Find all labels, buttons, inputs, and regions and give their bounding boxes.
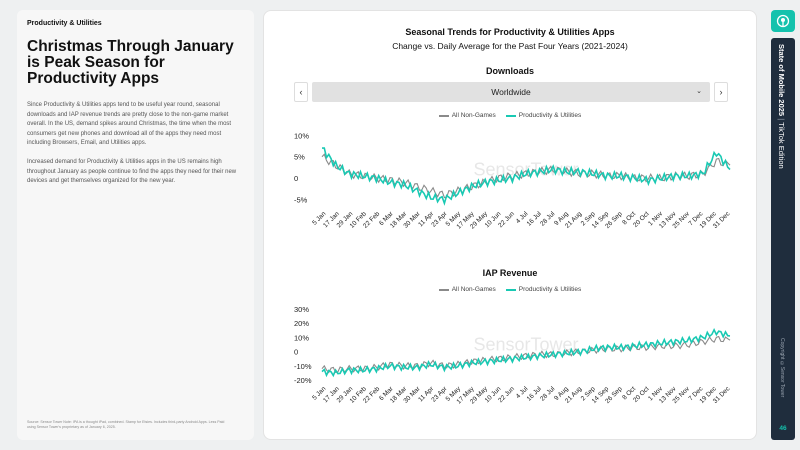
y-tick-label: 0 <box>294 174 298 183</box>
sensor-tower-watermark: SensorTower <box>473 160 578 180</box>
series-line-productivity <box>322 147 731 206</box>
headline: Christmas Through January is Peak Season… <box>27 38 234 87</box>
x-tick-label: 20 Oct <box>632 385 651 404</box>
x-tick-label: 28 Jul <box>539 385 557 403</box>
y-tick-label: -5% <box>294 195 308 204</box>
iap-title: IAP Revenue <box>482 268 538 278</box>
rail-edition: TikTok Edition <box>777 122 786 169</box>
region-dropdown-value: Worldwide <box>491 87 531 97</box>
rail-title-text: State of Mobile 2025 <box>777 44 786 117</box>
page-number: 46 <box>779 425 787 432</box>
legend-swatch-teal <box>505 114 516 117</box>
legend-swatch-gray <box>438 288 449 291</box>
legend-label: Productivity & Utilities <box>518 286 582 293</box>
downloads-legend: All Non-Games Productivity & Utilities <box>264 112 756 119</box>
legend-label: Productivity & Utilities <box>518 112 582 119</box>
chevron-left-icon: ‹ <box>299 87 303 97</box>
y-tick-label: 30% <box>294 305 309 314</box>
legend-item-productivity: Productivity & Utilities <box>505 286 582 293</box>
sensor-tower-logo-icon <box>771 10 795 32</box>
chart-card: Seasonal Trends for Productivity & Utili… <box>263 10 757 440</box>
legend-label: All Non-Games <box>451 112 496 119</box>
legend-item-all-non-games: All Non-Games <box>438 112 496 119</box>
iap-legend: All Non-Games Productivity & Utilities <box>264 286 756 293</box>
y-tick-label: -20% <box>294 376 312 385</box>
legend-item-productivity: Productivity & Utilities <box>505 112 582 119</box>
y-tick-label: 20% <box>294 319 309 328</box>
sensor-tower-watermark: SensorTower <box>473 335 578 355</box>
chart-title: Seasonal Trends for Productivity & Utili… <box>405 27 615 37</box>
source-note: Source: Sensor Tower Note: IPA is a thou… <box>27 420 225 429</box>
next-region-button[interactable]: › <box>714 82 728 102</box>
rail-strip: State of Mobile 2025 | TikTok Edition Co… <box>771 38 795 440</box>
category-tag: Productivity & Utilities <box>27 20 102 27</box>
chevron-down-icon: ⌄ <box>696 88 702 95</box>
legend-item-all-non-games: All Non-Games <box>438 286 496 293</box>
legend-label: All Non-Games <box>451 286 496 293</box>
paragraph-1: Since Productivity & Utilities apps tend… <box>27 102 232 147</box>
paragraph-2: Increased demand for Productivity & Util… <box>27 158 237 185</box>
body-text: Since Productivity & Utilities apps tend… <box>27 101 244 187</box>
left-panel: Productivity & Utilities Christmas Throu… <box>17 10 254 440</box>
region-dropdown[interactable]: Worldwide ⌄ <box>312 82 710 102</box>
y-tick-label: -10% <box>294 362 312 371</box>
chevron-right-icon: › <box>719 87 723 97</box>
y-tick-label: 0 <box>294 348 298 357</box>
series-line-productivity <box>321 327 731 378</box>
legend-swatch-gray <box>438 114 449 117</box>
right-rail: State of Mobile 2025 | TikTok Edition Co… <box>766 0 800 450</box>
prev-region-button[interactable]: ‹ <box>294 82 308 102</box>
x-tick-label: 28 Jul <box>539 210 557 228</box>
y-tick-label: 5% <box>294 153 305 162</box>
y-tick-label: 10% <box>294 333 309 342</box>
y-tick-label: 10% <box>294 131 309 140</box>
region-selector: ‹ Worldwide ⌄ › <box>294 82 728 102</box>
chart-subtitle: Change vs. Daily Average for the Past Fo… <box>392 41 628 51</box>
rail-copyright: Copyright ©Sensor Tower <box>779 338 785 398</box>
series-line-all-non-games <box>321 335 731 374</box>
rail-title: State of Mobile 2025 | TikTok Edition <box>777 44 786 169</box>
downloads-title: Downloads <box>485 66 534 76</box>
legend-swatch-teal <box>505 288 516 291</box>
x-tick-label: 20 Oct <box>632 210 651 229</box>
